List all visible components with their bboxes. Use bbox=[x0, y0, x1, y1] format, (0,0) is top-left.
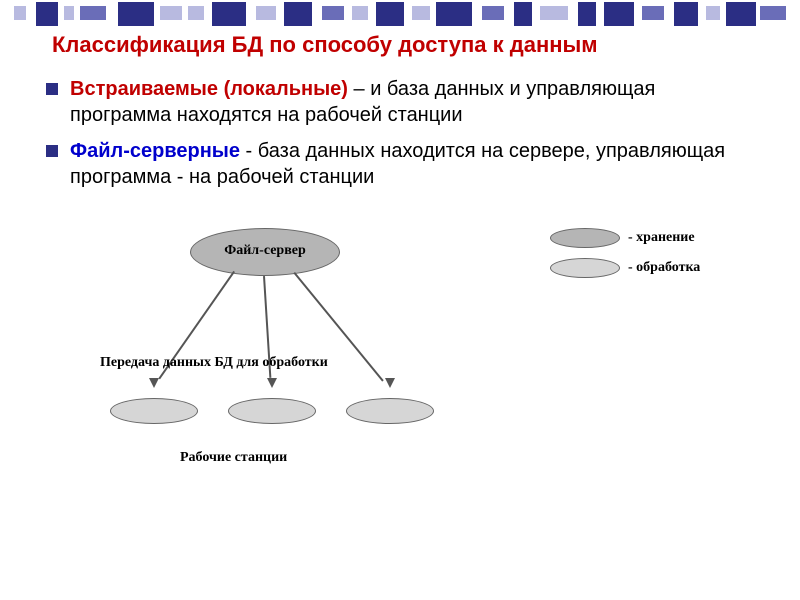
decorative-top-pattern bbox=[0, 0, 800, 28]
diagram-node bbox=[110, 398, 198, 424]
bullet-list: Встраиваемые (локальные) – и база данных… bbox=[0, 76, 800, 190]
file-server-diagram: Файл-сервер Передача данных БД для обрабо… bbox=[50, 220, 750, 480]
diagram-label: Рабочие станции bbox=[180, 450, 287, 466]
diagram-node bbox=[550, 258, 620, 278]
diagram-label: Передача данных БД для обработки bbox=[100, 355, 328, 371]
diagram-node bbox=[228, 398, 316, 424]
diagram-arrow-head bbox=[385, 378, 395, 388]
bullet-emphasis: Файл-серверные bbox=[70, 140, 240, 162]
diagram-label: - хранение bbox=[628, 230, 695, 246]
bullet-item: Файл-серверные - база данных находится н… bbox=[70, 138, 750, 190]
bullet-item: Встраиваемые (локальные) – и база данных… bbox=[70, 76, 750, 128]
bullet-emphasis: Встраиваемые (локальные) bbox=[70, 78, 348, 100]
diagram-label: Файл-сервер bbox=[190, 243, 340, 259]
diagram-arrow-head bbox=[149, 378, 159, 388]
diagram-node bbox=[550, 228, 620, 248]
diagram-label: - обработка bbox=[628, 260, 700, 276]
diagram-node bbox=[346, 398, 434, 424]
diagram-arrow-head bbox=[267, 378, 277, 388]
